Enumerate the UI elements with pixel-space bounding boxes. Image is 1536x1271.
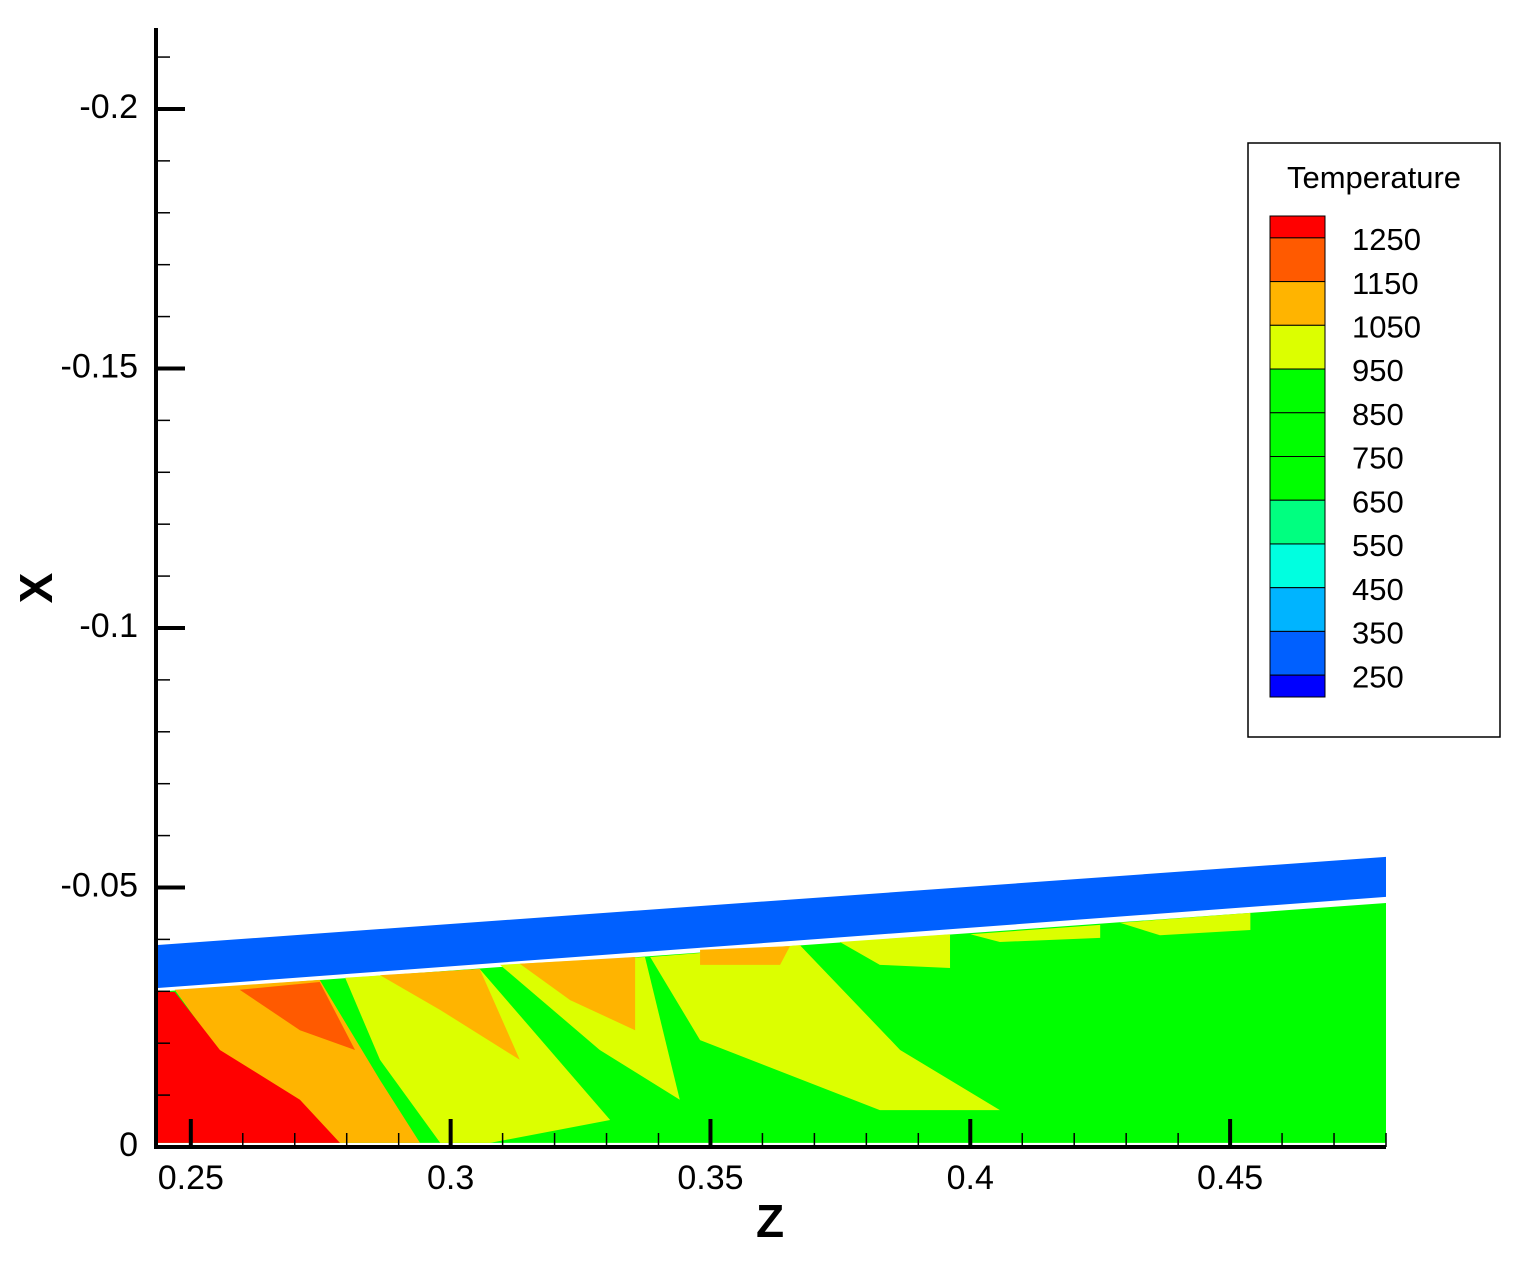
- legend-swatch: [1269, 543, 1326, 589]
- legend-swatch: [1269, 587, 1326, 632]
- legend-label: 950: [1352, 353, 1404, 388]
- legend-label: 1150: [1352, 266, 1419, 301]
- contour-region: [519, 957, 636, 1031]
- legend-label: 450: [1352, 572, 1404, 607]
- y-axis-title: X: [10, 572, 62, 603]
- legend-swatch: [1269, 499, 1326, 545]
- legend-label: 250: [1352, 659, 1404, 694]
- legend-swatch: [1269, 368, 1326, 414]
- y-tick-label: -0.2: [79, 88, 138, 126]
- y-tick-label: -0.1: [79, 607, 138, 645]
- contour-region: [239, 981, 356, 1050]
- legend-label: 1250: [1352, 222, 1421, 257]
- y-tick-label: -0.15: [61, 347, 139, 385]
- contour-region: [156, 991, 340, 1143]
- legend-swatch: [1269, 456, 1326, 501]
- legend-swatch: [1269, 630, 1326, 676]
- legend-label: 350: [1352, 616, 1404, 651]
- contour-region: [1119, 912, 1251, 936]
- contour-region: [700, 946, 790, 965]
- legend-label: 550: [1352, 528, 1404, 563]
- contour-region: [174, 979, 420, 1143]
- x-tick-label: 0.35: [677, 1159, 743, 1197]
- x-tick-label: 0.4: [947, 1159, 994, 1197]
- y-tick-label: -0.05: [61, 866, 139, 904]
- contour-region: [156, 856, 1386, 989]
- legend-swatch: [1269, 281, 1326, 326]
- x-tick-label: 0.45: [1197, 1159, 1263, 1197]
- legend-label: 650: [1352, 484, 1404, 519]
- x-tick-label: 0.3: [427, 1159, 474, 1197]
- legend-swatch: [1269, 215, 1326, 239]
- contour-region: [839, 934, 951, 968]
- x-axis-title: Z: [756, 1195, 784, 1247]
- contour-region: [650, 945, 1000, 1111]
- legend-label: 1050: [1352, 310, 1421, 345]
- legend-swatch: [1269, 237, 1326, 283]
- contour-region: [345, 968, 611, 1143]
- contour-region: [970, 924, 1101, 942]
- legend-label: 850: [1352, 397, 1404, 432]
- legend-swatch: [1269, 674, 1326, 698]
- legend-label: 750: [1352, 441, 1404, 476]
- x-tick-label: 0.25: [158, 1159, 224, 1197]
- legend-swatch: [1269, 324, 1326, 370]
- contour-region: [379, 968, 520, 1060]
- legend-swatch: [1269, 412, 1326, 458]
- contour-field: [156, 856, 1386, 1143]
- legend-title: Temperature: [1287, 160, 1461, 195]
- y-tick-label: 0: [119, 1126, 138, 1164]
